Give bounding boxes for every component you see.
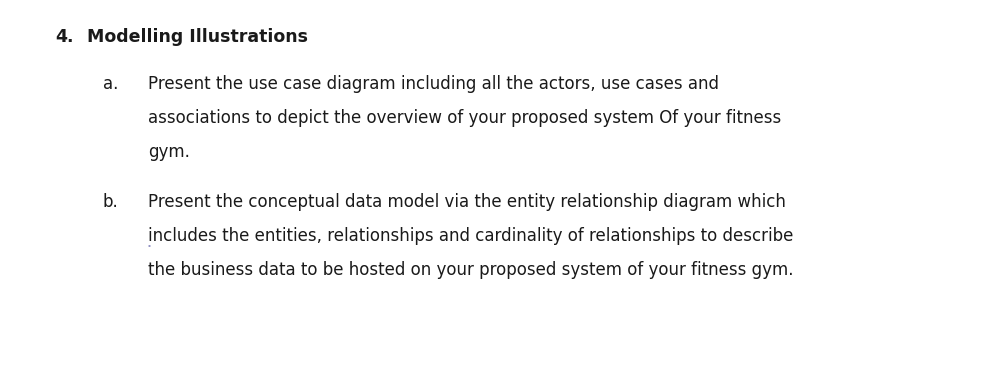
Text: Present the use case diagram including all the actors, use cases and: Present the use case diagram including a…	[148, 75, 719, 93]
Text: 4.: 4.	[55, 28, 74, 46]
Text: a.: a.	[103, 75, 119, 93]
Text: Modelling Illustrations: Modelling Illustrations	[87, 28, 308, 46]
Text: the business data to be hosted on your proposed system of your fitness gym.: the business data to be hosted on your p…	[148, 261, 794, 279]
Text: associations to depict the overview of your proposed system Of your fitness: associations to depict the overview of y…	[148, 109, 781, 127]
Text: Present the conceptual data model via the entity relationship diagram which: Present the conceptual data model via th…	[148, 193, 786, 211]
Text: gym.: gym.	[148, 143, 190, 161]
Text: includes the entities, relationships and cardinality of relationships to describ: includes the entities, relationships and…	[148, 227, 794, 245]
Text: b.: b.	[103, 193, 119, 211]
